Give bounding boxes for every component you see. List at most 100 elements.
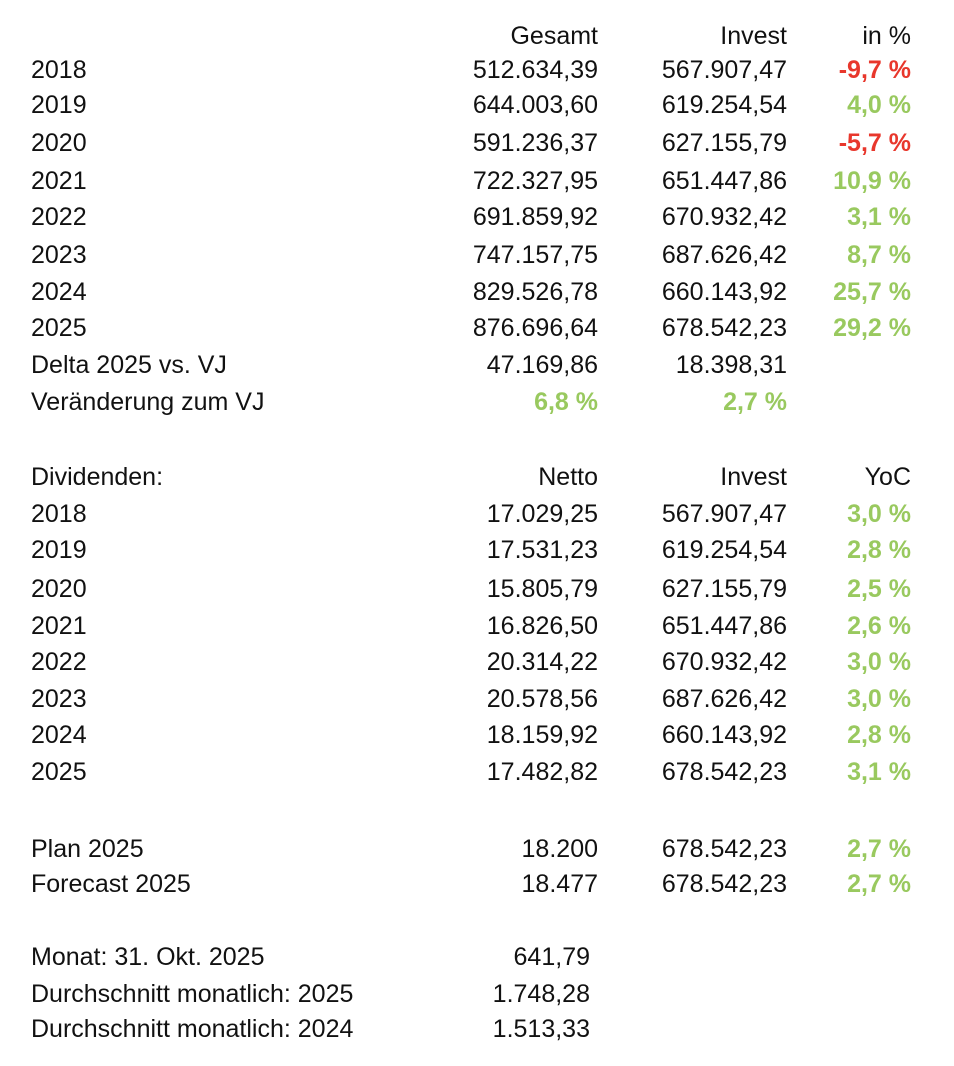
year-label: 2018: [31, 56, 87, 84]
invest-value: 651.447,86: [661, 612, 787, 640]
invest-value: 627.155,79: [661, 129, 787, 157]
forecast-row: Forecast 2025 18.477 678.542,23 2,7 %: [0, 869, 954, 899]
invest-value: 567.907,47: [661, 56, 787, 84]
dividend-row: 2024 18.159,92 660.143,92 2,8 %: [0, 720, 954, 750]
forecast-invest: 678.542,23: [661, 870, 787, 898]
monthly-label: Durchschnitt monatlich: 2025: [31, 980, 354, 1008]
portfolio-header-row: Gesamt Invest in %: [0, 21, 954, 51]
year-label: 2023: [31, 241, 87, 269]
gesamt-value: 591.236,37: [472, 129, 598, 157]
change-invest: 2,7 %: [723, 388, 787, 416]
year-label: 2024: [31, 278, 87, 306]
dividends-title: Dividenden:: [31, 463, 164, 491]
invest-value: 651.447,86: [661, 167, 787, 195]
monthly-label: Durchschnitt monatlich: 2024: [31, 1015, 354, 1043]
invest-value: 670.932,42: [661, 648, 787, 676]
netto-value: 18.159,92: [486, 721, 598, 749]
invest-value: 619.254,54: [661, 91, 787, 119]
yoc-value: 3,0 %: [847, 685, 911, 713]
plan-label: Plan 2025: [31, 835, 144, 863]
monthly-row: Durchschnitt monatlich: 2024 1.513,33: [0, 1014, 954, 1044]
yoc-value: 2,6 %: [847, 612, 911, 640]
header-invest: Invest: [720, 463, 787, 491]
monthly-row: Durchschnitt monatlich: 2025 1.748,28: [0, 979, 954, 1009]
dividend-row: 2018 17.029,25 567.907,47 3,0 %: [0, 499, 954, 529]
dividend-row: 2022 20.314,22 670.932,42 3,0 %: [0, 647, 954, 677]
year-label: 2022: [31, 648, 87, 676]
year-label: 2020: [31, 129, 87, 157]
percent-change: 4,0 %: [847, 91, 911, 119]
percent-change: 25,7 %: [833, 278, 911, 306]
percent-change: 3,1 %: [847, 203, 911, 231]
invest-value: 687.626,42: [661, 241, 787, 269]
yoc-value: 3,0 %: [847, 648, 911, 676]
yoc-value: 2,5 %: [847, 575, 911, 603]
header-invest: Invest: [720, 22, 787, 50]
header-gesamt: Gesamt: [510, 22, 598, 50]
monthly-row: Monat: 31. Okt. 2025 641,79: [0, 942, 954, 972]
portfolio-row: 2020 591.236,37 627.155,79 -5,7 %: [0, 128, 954, 158]
forecast-netto: 18.477: [521, 870, 598, 898]
gesamt-value: 722.327,95: [472, 167, 598, 195]
forecast-label: Forecast 2025: [31, 870, 191, 898]
invest-value: 627.155,79: [661, 575, 787, 603]
gesamt-value: 876.696,64: [472, 314, 598, 342]
percent-change: 8,7 %: [847, 241, 911, 269]
plan-netto: 18.200: [521, 835, 598, 863]
year-label: 2021: [31, 612, 87, 640]
invest-value: 678.542,23: [661, 314, 787, 342]
plan-row: Plan 2025 18.200 678.542,23 2,7 %: [0, 834, 954, 864]
netto-value: 17.029,25: [486, 500, 598, 528]
gesamt-value: 512.634,39: [472, 56, 598, 84]
yoc-value: 3,0 %: [847, 500, 911, 528]
portfolio-row: 2019 644.003,60 619.254,54 4,0 %: [0, 90, 954, 120]
year-label: 2022: [31, 203, 87, 231]
yoc-value: 2,8 %: [847, 536, 911, 564]
year-label: 2021: [31, 167, 87, 195]
dividend-row: 2023 20.578,56 687.626,42 3,0 %: [0, 684, 954, 714]
change-row: Veränderung zum VJ 6,8 % 2,7 %: [0, 387, 954, 417]
invest-value: 678.542,23: [661, 758, 787, 786]
gesamt-value: 747.157,75: [472, 241, 598, 269]
netto-value: 17.482,82: [486, 758, 598, 786]
year-label: 2025: [31, 758, 87, 786]
monthly-value: 1.513,33: [492, 1015, 590, 1043]
year-label: 2023: [31, 685, 87, 713]
dividend-row: 2020 15.805,79 627.155,79 2,5 %: [0, 574, 954, 604]
delta-gesamt: 47.169,86: [486, 351, 598, 379]
year-label: 2020: [31, 575, 87, 603]
invest-value: 660.143,92: [661, 721, 787, 749]
yoc-value: 3,1 %: [847, 758, 911, 786]
percent-change: 10,9 %: [833, 167, 911, 195]
monthly-value: 641,79: [513, 943, 590, 971]
percent-change: -5,7 %: [838, 129, 911, 157]
header-percent: in %: [862, 22, 911, 50]
netto-value: 20.314,22: [486, 648, 598, 676]
gesamt-value: 691.859,92: [472, 203, 598, 231]
dividend-row: 2019 17.531,23 619.254,54 2,8 %: [0, 535, 954, 565]
dividends-header-row: Dividenden: Netto Invest YoC: [0, 462, 954, 492]
gesamt-value: 644.003,60: [472, 91, 598, 119]
plan-yoc: 2,7 %: [847, 835, 911, 863]
portfolio-row: 2022 691.859,92 670.932,42 3,1 %: [0, 202, 954, 232]
portfolio-row: 2021 722.327,95 651.447,86 10,9 %: [0, 166, 954, 196]
invest-value: 567.907,47: [661, 500, 787, 528]
invest-value: 687.626,42: [661, 685, 787, 713]
dividend-row: 2025 17.482,82 678.542,23 3,1 %: [0, 757, 954, 787]
year-label: 2018: [31, 500, 87, 528]
netto-value: 16.826,50: [486, 612, 598, 640]
invest-value: 670.932,42: [661, 203, 787, 231]
percent-change: -9,7 %: [838, 56, 911, 84]
invest-value: 660.143,92: [661, 278, 787, 306]
netto-value: 17.531,23: [486, 536, 598, 564]
netto-value: 15.805,79: [486, 575, 598, 603]
invest-value: 619.254,54: [661, 536, 787, 564]
delta-invest: 18.398,31: [675, 351, 787, 379]
year-label: 2024: [31, 721, 87, 749]
netto-value: 20.578,56: [486, 685, 598, 713]
plan-invest: 678.542,23: [661, 835, 787, 863]
change-gesamt: 6,8 %: [534, 388, 598, 416]
change-label: Veränderung zum VJ: [31, 388, 265, 416]
delta-label: Delta 2025 vs. VJ: [31, 351, 227, 379]
portfolio-row: 2025 876.696,64 678.542,23 29,2 %: [0, 313, 954, 343]
